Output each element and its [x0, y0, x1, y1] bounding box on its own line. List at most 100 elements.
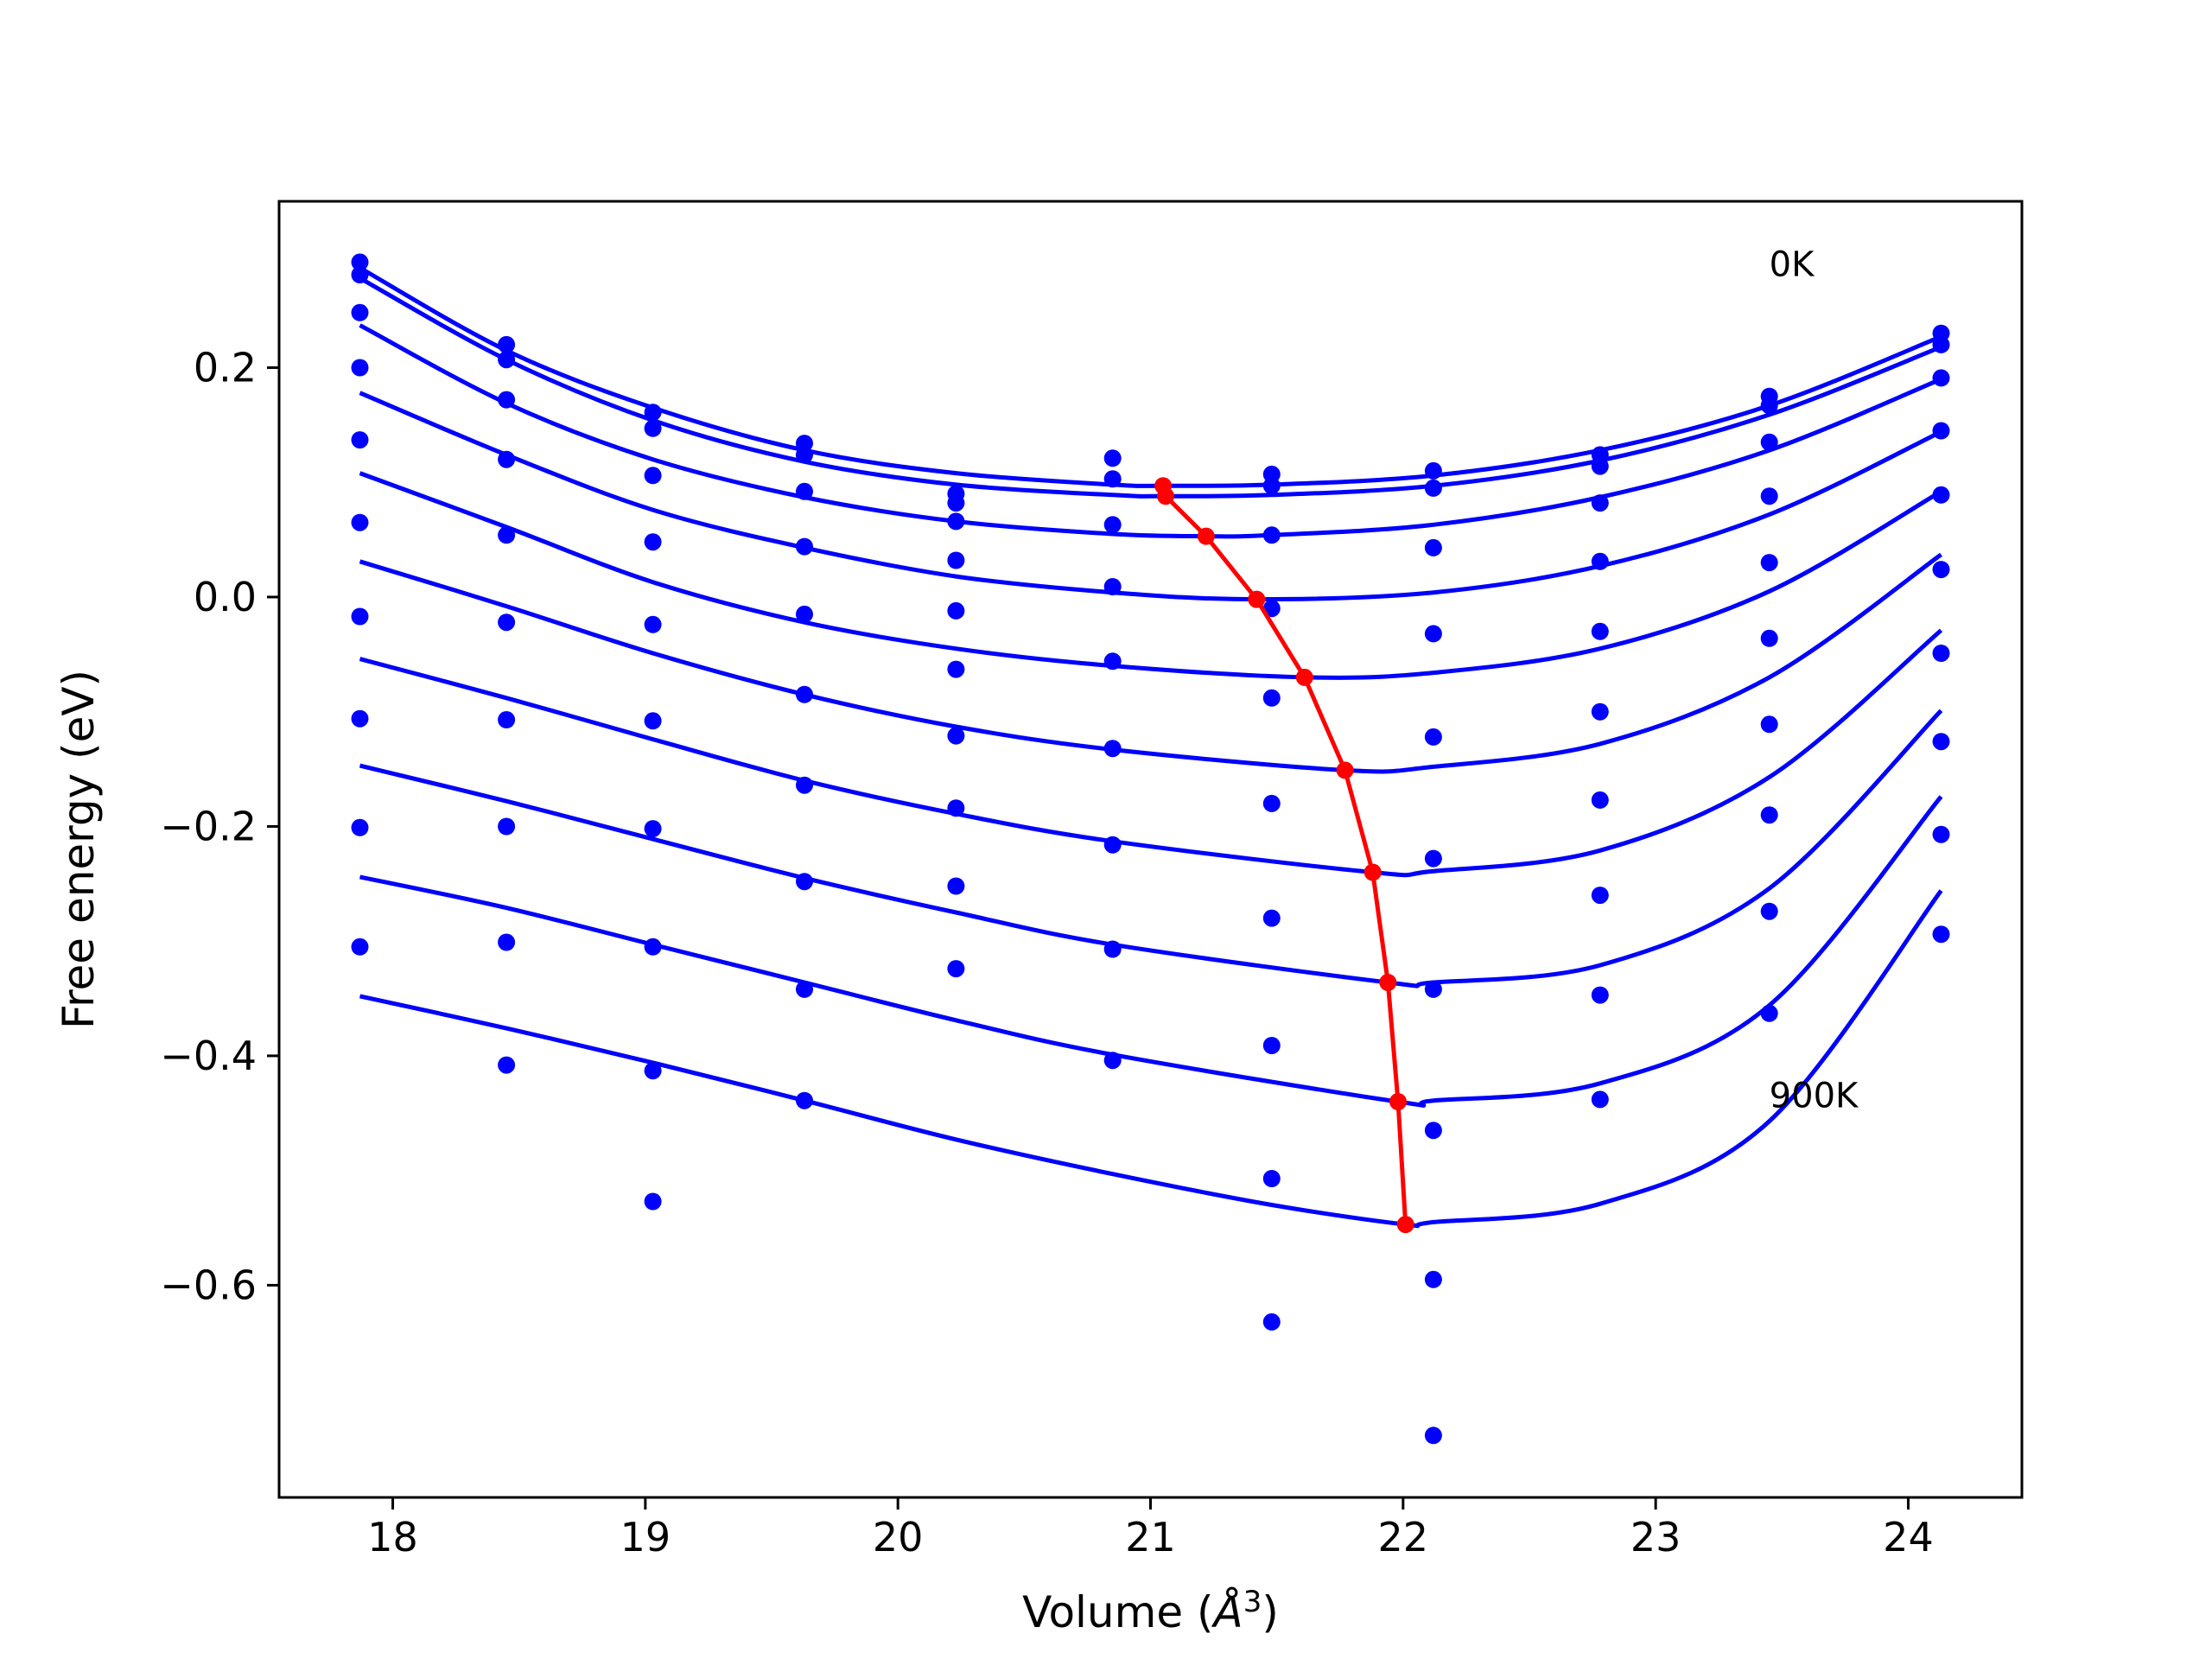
plot-area [351, 253, 1950, 1445]
data-point-800K [644, 1062, 662, 1080]
data-point-900K [1760, 1004, 1778, 1022]
data-point-0K [498, 335, 516, 353]
y-axis: −0.6 −0.4 −0.2 0.0 0.2 [160, 344, 279, 1308]
data-point-500K [1424, 849, 1442, 868]
data-point-0K [1103, 449, 1122, 467]
data-point-500K [1591, 702, 1609, 721]
data-point-600K [1103, 836, 1122, 854]
equilibrium-volume-line [1160, 485, 1408, 1225]
equilibrium-point [1379, 974, 1397, 991]
data-point-700K [1262, 1037, 1281, 1054]
data-point-500K [1760, 629, 1778, 647]
data-point-200K [498, 391, 516, 409]
data-point-600K [947, 727, 965, 745]
x-axis: 18 19 20 21 22 23 24 [367, 1497, 1934, 1560]
data-point-200K [644, 467, 662, 485]
data-point-200K [351, 303, 369, 321]
data-point-500K [644, 712, 662, 730]
data-point-600K [1591, 791, 1609, 809]
data-point-500K [796, 685, 813, 703]
data-point-600K [1932, 645, 1950, 662]
data-point-300K [947, 551, 965, 569]
x-tick-label: 22 [1378, 1514, 1429, 1560]
data-point-100K [1591, 457, 1609, 475]
data-point-200K [947, 512, 965, 531]
data-point-100K [1103, 470, 1122, 488]
data-point-500K [1932, 561, 1950, 579]
x-tick-label: 20 [873, 1514, 924, 1560]
data-point-700K [947, 799, 965, 817]
data-point-700K [796, 873, 813, 891]
data-point-900K [351, 938, 369, 956]
data-point-400K [1424, 728, 1442, 746]
data-point-300K [644, 533, 662, 551]
data-point-700K [644, 938, 662, 956]
data-point-700K [1932, 733, 1950, 751]
data-point-300K [796, 537, 813, 556]
data-point-600K [796, 776, 813, 794]
data-point-400K [1262, 689, 1281, 707]
data-point-400K [1591, 622, 1609, 640]
data-point-900K [1424, 1427, 1442, 1445]
equilibrium-point [1197, 527, 1215, 545]
data-point-800K [1262, 1170, 1281, 1187]
data-point-400K [947, 601, 965, 620]
data-point-500K [1262, 794, 1281, 812]
x-tick-label: 24 [1883, 1514, 1934, 1560]
data-point-300K [1424, 625, 1442, 643]
x-axis-label-symbol: Å [1211, 1587, 1243, 1637]
data-point-200K [1932, 369, 1950, 387]
data-point-800K [1932, 825, 1950, 843]
fit-curve-800K [359, 795, 1943, 1108]
data-point-700K [498, 817, 516, 836]
data-point-900K [796, 1091, 813, 1109]
data-point-700K [1424, 1122, 1442, 1140]
data-point-100K [947, 494, 965, 512]
y-tick-label: 0.2 [194, 344, 257, 391]
fit-curve-700K [359, 709, 1943, 988]
data-point-700K [1591, 887, 1609, 905]
data-point-200K [796, 482, 813, 500]
data-point-200K [1103, 516, 1122, 534]
data-point-700K [1103, 940, 1122, 958]
data-point-900K [1591, 1090, 1609, 1109]
x-axis-label: Volume (Å3) [1022, 1585, 1279, 1637]
data-point-0K [1424, 461, 1442, 480]
x-tick-label: 18 [367, 1514, 418, 1560]
data-point-400K [796, 605, 813, 623]
data-point-900K [498, 1056, 516, 1074]
data-point-200K [1591, 494, 1609, 512]
data-point-500K [947, 660, 965, 678]
data-point-500K [351, 513, 369, 531]
y-tick-label: −0.6 [160, 1262, 257, 1308]
data-point-300K [498, 450, 516, 468]
x-tick-label: 21 [1125, 1514, 1176, 1560]
fit-curve-100K [359, 276, 1942, 499]
data-point-800K [1591, 986, 1609, 1004]
data-point-900K [644, 1192, 662, 1211]
data-point-800K [1760, 902, 1778, 920]
fit-curve-600K [359, 628, 1943, 878]
data-point-300K [1103, 578, 1122, 595]
data-point-300K [1760, 487, 1778, 505]
data-point-0K [644, 404, 662, 422]
x-tick-label: 19 [620, 1514, 671, 1560]
data-point-900K [947, 960, 965, 978]
data-point-800K [947, 877, 965, 895]
y-tick-label: 0.0 [194, 574, 257, 620]
data-point-100K [1424, 479, 1442, 497]
data-point-600K [1760, 715, 1778, 734]
data-point-800K [498, 933, 516, 951]
equilibrium-point [1363, 863, 1382, 881]
fit-curve-0K [359, 265, 1942, 488]
annotation-label: 900K [1770, 1077, 1859, 1116]
data-point-100K [796, 446, 813, 464]
equilibrium-point [1389, 1093, 1407, 1110]
data-point-800K [1424, 1270, 1442, 1288]
data-point-600K [1262, 909, 1281, 927]
data-point-700K [351, 709, 369, 728]
y-tick-label: −0.4 [160, 1033, 257, 1079]
data-point-100K [644, 419, 662, 437]
data-point-300K [351, 359, 369, 377]
